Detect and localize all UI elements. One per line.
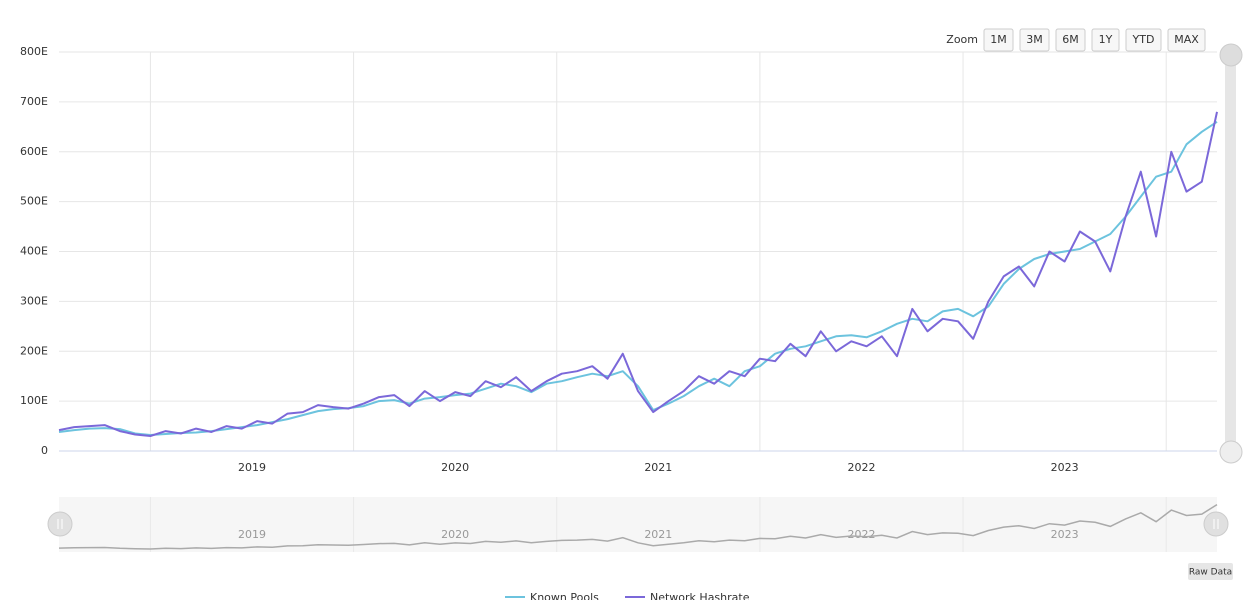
zoom-button-label[interactable]: 3M bbox=[1026, 33, 1043, 46]
zoom-button[interactable]: 3M bbox=[1019, 28, 1050, 52]
legend-label[interactable]: Network Hashrate bbox=[650, 591, 750, 600]
y-tick-label: 500E bbox=[20, 195, 48, 208]
x-tick-label: 2022 bbox=[847, 461, 875, 474]
zoom-button-label[interactable]: YTD bbox=[1132, 33, 1155, 46]
scrollbar-handle[interactable] bbox=[1219, 43, 1243, 67]
navigator-tick-label: 2021 bbox=[644, 528, 672, 541]
zoom-button-box[interactable] bbox=[1167, 28, 1206, 52]
zoom-button[interactable]: 1M bbox=[983, 28, 1014, 52]
navigator-tick-label: 2022 bbox=[847, 528, 875, 541]
y-tick-label: 100E bbox=[20, 394, 48, 407]
raw-data-label[interactable]: Raw Data bbox=[1189, 568, 1232, 578]
y-tick-label: 0 bbox=[41, 444, 48, 457]
navigator-handle[interactable] bbox=[47, 511, 73, 537]
zoom-button-box[interactable] bbox=[1055, 28, 1086, 52]
zoom-button-label[interactable]: MAX bbox=[1174, 33, 1199, 46]
x-tick-label: 2020 bbox=[441, 461, 469, 474]
x-tick-label: 2019 bbox=[238, 461, 266, 474]
zoom-button-label[interactable]: 6M bbox=[1062, 33, 1079, 46]
navigator-line bbox=[58, 503, 1218, 550]
zoom-button-label[interactable]: 1M bbox=[990, 33, 1007, 46]
navigator-tick-label: 2020 bbox=[441, 528, 469, 541]
raw-data-box[interactable] bbox=[1188, 563, 1233, 580]
scrollbar-track[interactable] bbox=[1225, 55, 1236, 450]
zoom-button[interactable]: 6M bbox=[1055, 28, 1086, 52]
legend-label[interactable]: Known Pools bbox=[530, 591, 599, 600]
zoom-button[interactable]: MAX bbox=[1167, 28, 1206, 52]
navigator-background bbox=[59, 497, 1217, 552]
zoom-button-box[interactable] bbox=[1019, 28, 1050, 52]
zoom-button-box[interactable] bbox=[1091, 28, 1120, 52]
y-tick-label: 200E bbox=[20, 344, 48, 357]
y-tick-label: 800E bbox=[20, 45, 48, 58]
y-tick-label: 400E bbox=[20, 245, 48, 258]
navigator-handle[interactable] bbox=[1203, 511, 1229, 537]
zoom-button[interactable]: 1Y bbox=[1091, 28, 1120, 52]
zoom-button-box[interactable] bbox=[1125, 28, 1162, 52]
zoom-label: Zoom bbox=[946, 33, 978, 46]
raw-data-button[interactable]: Raw Data bbox=[1188, 563, 1233, 580]
zoom-button-label[interactable]: 1Y bbox=[1099, 33, 1113, 46]
zoom-button[interactable]: YTD bbox=[1125, 28, 1162, 52]
y-tick-label: 300E bbox=[20, 294, 48, 307]
y-tick-label: 600E bbox=[20, 145, 48, 158]
zoom-button-box[interactable] bbox=[983, 28, 1014, 52]
series-line bbox=[58, 111, 1218, 437]
navigator-tick-label: 2023 bbox=[1051, 528, 1079, 541]
scrollbar-handle[interactable] bbox=[1219, 440, 1243, 464]
navigator-tick-label: 2019 bbox=[238, 528, 266, 541]
x-tick-label: 2021 bbox=[644, 461, 672, 474]
x-tick-label: 2023 bbox=[1051, 461, 1079, 474]
y-tick-label: 700E bbox=[20, 95, 48, 108]
series-line bbox=[58, 120, 1218, 436]
